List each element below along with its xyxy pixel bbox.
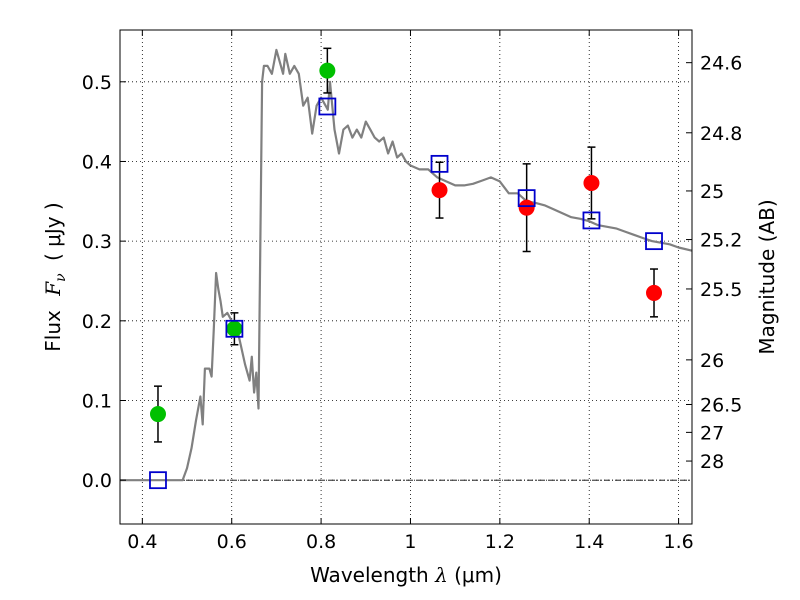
data-point-circle [518, 199, 535, 216]
data-point-circle [226, 320, 243, 337]
model-point-square [318, 97, 337, 116]
y-tick-label: 0.0 [82, 470, 112, 492]
x-tick-label: 0.8 [306, 531, 336, 553]
y-tick-label: 0.4 [82, 151, 112, 173]
model-sed-line [120, 48, 693, 482]
y-axis-title-unit: ( μJy ) [41, 202, 65, 261]
axis-ticks: 0.4 0.6 0.8 1 1.2 1.4 1.6 0.0 0.1 0.2 0.3 0.4 0.5 24.… [82, 30, 742, 553]
y-tick-label: 0.1 [82, 391, 112, 413]
y2-tick-label: 25 [700, 181, 724, 203]
y2-tick-label: 24.6 [700, 53, 742, 75]
y-tick-label: 0.3 [82, 231, 112, 253]
data-point-circle [583, 174, 600, 191]
x-tick-label: 0.4 [127, 531, 157, 553]
y2-tick-label: 24.8 [700, 123, 742, 145]
y2-tick-label: 28 [700, 451, 724, 473]
y-tick-label: 0.2 [82, 311, 112, 333]
data-point-circle [319, 62, 336, 79]
y2-axis-title: Magnitude (AB) [755, 199, 779, 354]
model-point-square [149, 471, 167, 490]
series-layer [120, 47, 693, 490]
model-point-square [645, 232, 663, 251]
y2-tick-label: 25.2 [700, 230, 742, 252]
y-tick-label: 0.5 [82, 72, 112, 94]
x-tick-label: 0.6 [217, 531, 247, 553]
y2-tick-label: 26.5 [700, 394, 742, 416]
x-axis-title: Wavelength λ (μm) [310, 563, 502, 587]
y-axis-title-subscript: ν [53, 273, 69, 282]
data-point-circle [646, 284, 663, 301]
x-axis-title-symbol: λ [434, 563, 448, 587]
plot-frame [119, 29, 693, 525]
x-tick-label: 1.2 [485, 531, 515, 553]
y-axis-title: Flux Fν ( μJy ) [41, 202, 70, 351]
x-axis-title-unit: (μm) [454, 563, 502, 587]
model-point-square [582, 211, 601, 230]
data-point-circle [149, 406, 166, 423]
y-axis-title-prefix: Flux [41, 310, 65, 352]
y-axis-title-symbol: F [41, 281, 65, 297]
data-point-circle [431, 182, 448, 199]
model-point-square [430, 154, 449, 173]
model-point-square [517, 189, 536, 208]
x-tick-label: 1 [404, 531, 416, 553]
x-axis-title-prefix: Wavelength [310, 563, 429, 587]
model-point-square [225, 319, 244, 338]
x-tick-label: 1.6 [663, 531, 693, 553]
y2-tick-label: 27 [700, 422, 724, 444]
grid-lines [120, 30, 692, 524]
x-tick-label: 1.4 [574, 531, 604, 553]
y2-tick-label: 26 [700, 350, 724, 372]
y2-tick-label: 25.5 [700, 279, 742, 301]
